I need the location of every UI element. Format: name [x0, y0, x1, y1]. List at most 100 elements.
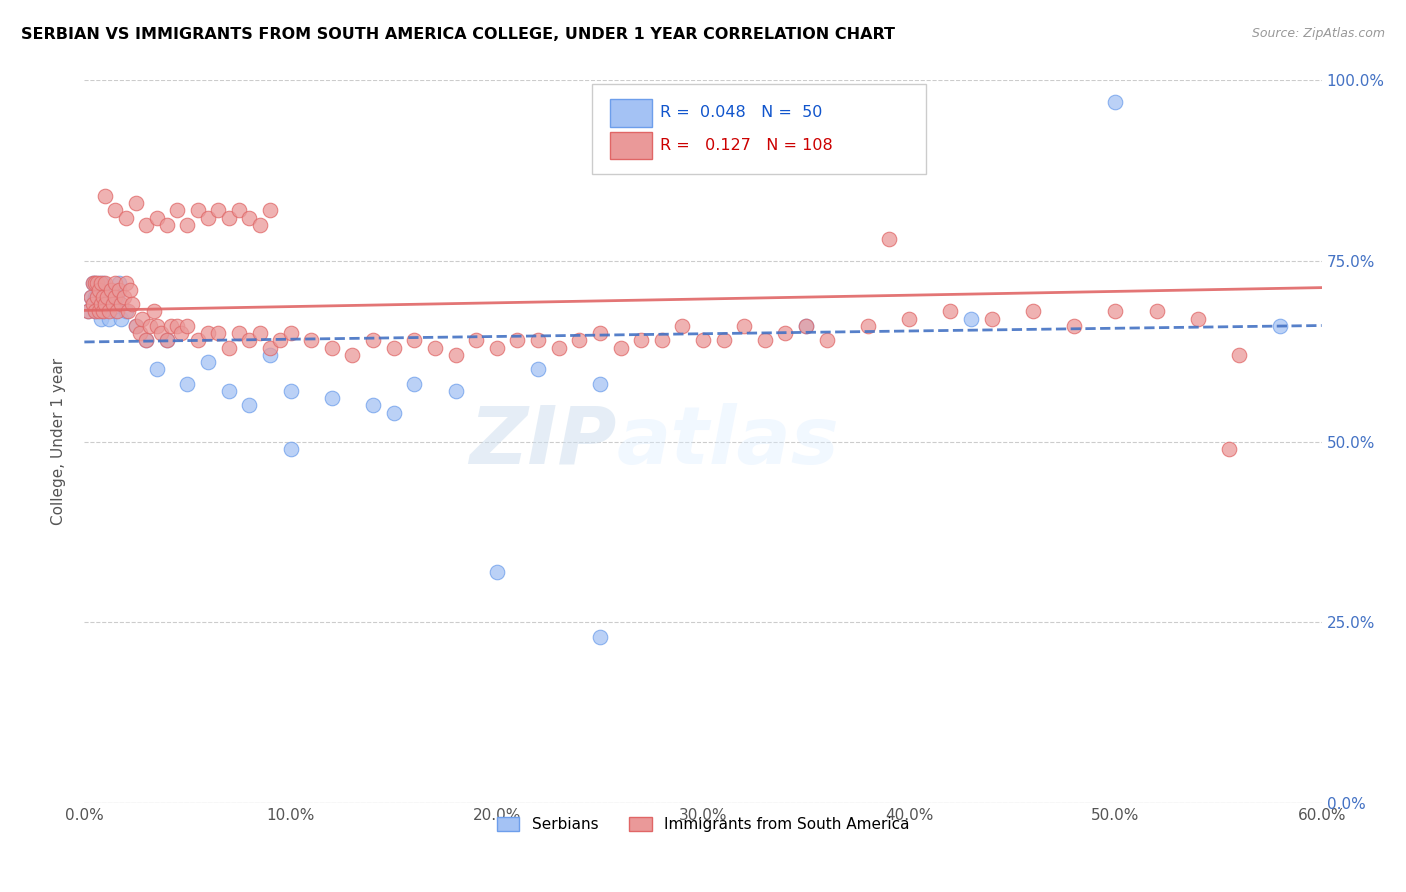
- Point: [960, 311, 983, 326]
- Point: [91, 304, 114, 318]
- Point: [114, 304, 136, 318]
- Point: [269, 334, 291, 348]
- Point: [91, 304, 114, 318]
- Point: [90, 290, 112, 304]
- Point: [170, 326, 193, 340]
- Text: ZIP: ZIP: [470, 402, 616, 481]
- Y-axis label: College, Under 1 year: College, Under 1 year: [51, 358, 66, 525]
- Point: [149, 326, 172, 340]
- Point: [94, 304, 117, 318]
- Point: [143, 304, 166, 318]
- Point: [589, 630, 612, 644]
- Point: [280, 326, 302, 340]
- Point: [108, 276, 131, 290]
- Point: [110, 311, 132, 326]
- Point: [100, 283, 122, 297]
- Point: [103, 297, 125, 311]
- Point: [207, 203, 229, 218]
- Point: [568, 334, 591, 348]
- Point: [733, 318, 755, 333]
- Point: [218, 211, 240, 225]
- Point: [176, 376, 198, 391]
- Point: [238, 334, 260, 348]
- Point: [105, 290, 128, 304]
- Point: [86, 304, 108, 318]
- Point: [79, 290, 101, 304]
- Text: atlas: atlas: [616, 402, 839, 481]
- Point: [589, 326, 612, 340]
- FancyBboxPatch shape: [610, 132, 652, 159]
- Point: [1022, 304, 1045, 318]
- Point: [82, 297, 104, 311]
- Point: [139, 318, 162, 333]
- Point: [898, 311, 921, 326]
- Point: [671, 318, 693, 333]
- Point: [485, 341, 508, 355]
- Point: [197, 355, 219, 369]
- Point: [104, 290, 127, 304]
- Point: [135, 334, 157, 348]
- Legend: Serbians, Immigrants from South America: Serbians, Immigrants from South America: [491, 811, 915, 838]
- Point: [166, 203, 188, 218]
- Point: [145, 211, 167, 225]
- Point: [361, 398, 384, 412]
- Point: [83, 290, 105, 304]
- Point: [1218, 442, 1240, 456]
- Point: [114, 276, 136, 290]
- Point: [197, 326, 219, 340]
- Point: [527, 334, 550, 348]
- Point: [382, 406, 405, 420]
- Point: [96, 290, 118, 304]
- Point: [82, 297, 104, 311]
- Point: [117, 304, 139, 318]
- Point: [90, 276, 112, 290]
- Point: [527, 362, 550, 376]
- Point: [1063, 318, 1085, 333]
- Point: [125, 318, 148, 333]
- Point: [218, 341, 240, 355]
- Point: [238, 398, 260, 412]
- Point: [83, 304, 105, 318]
- Point: [485, 565, 508, 579]
- Point: [280, 442, 302, 456]
- Point: [100, 283, 122, 297]
- Point: [160, 318, 183, 333]
- Point: [249, 218, 271, 232]
- Point: [404, 376, 426, 391]
- Point: [90, 311, 112, 326]
- Point: [87, 297, 110, 311]
- Point: [444, 384, 467, 398]
- Point: [135, 218, 157, 232]
- Point: [94, 297, 117, 311]
- Point: [692, 334, 714, 348]
- Point: [166, 318, 188, 333]
- Point: [98, 304, 121, 318]
- Point: [121, 297, 143, 311]
- Point: [104, 203, 127, 218]
- Point: [110, 297, 132, 311]
- Point: [589, 376, 612, 391]
- Point: [131, 311, 153, 326]
- FancyBboxPatch shape: [592, 84, 925, 174]
- Point: [775, 326, 797, 340]
- Point: [506, 334, 529, 348]
- Point: [259, 341, 281, 355]
- Point: [91, 276, 114, 290]
- Point: [156, 334, 179, 348]
- Text: Source: ZipAtlas.com: Source: ZipAtlas.com: [1251, 27, 1385, 40]
- Point: [82, 276, 104, 290]
- Point: [176, 318, 198, 333]
- Point: [713, 334, 735, 348]
- Point: [187, 334, 209, 348]
- Point: [96, 290, 118, 304]
- Point: [228, 203, 250, 218]
- Point: [321, 391, 343, 405]
- Point: [404, 334, 426, 348]
- Point: [609, 341, 631, 355]
- Point: [444, 348, 467, 362]
- Point: [218, 384, 240, 398]
- Text: R =  0.048   N =  50: R = 0.048 N = 50: [659, 105, 823, 120]
- Point: [112, 290, 135, 304]
- Point: [1270, 318, 1292, 333]
- Point: [1104, 304, 1126, 318]
